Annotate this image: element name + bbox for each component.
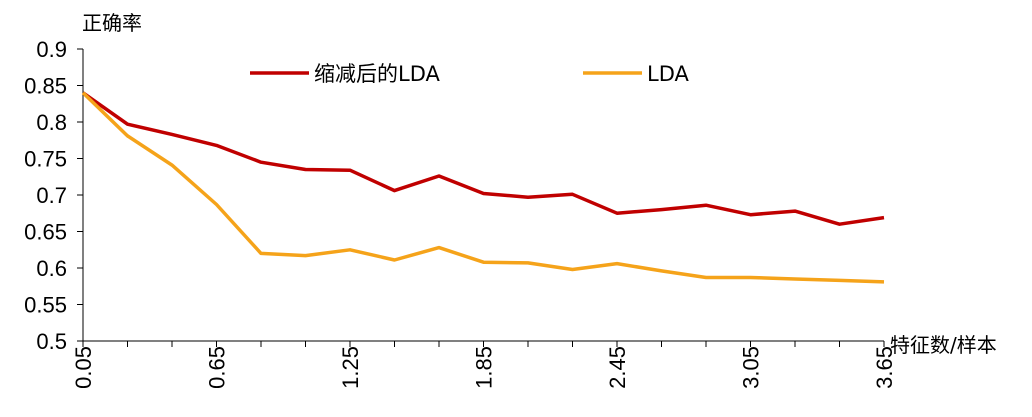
series-line-1: [81, 91, 885, 226]
x-axis-ticks: 0.05 0.65 1.25 1.85 2.45 3.05 3.65: [71, 341, 897, 389]
x-tick-label: 3.05: [739, 346, 764, 389]
legend-label-2: LDA: [647, 62, 690, 86]
y-tick-label: 0.65: [24, 220, 67, 245]
x-tick-label: 0.05: [71, 346, 96, 389]
x-tick-label: 1.25: [338, 346, 363, 389]
x-tick-label: 2.45: [605, 346, 630, 389]
legend: 缩减后的LDA LDA: [250, 62, 690, 86]
series-line-2: [81, 91, 885, 284]
y-tick-label: 0.6: [36, 256, 67, 281]
y-tick-label: 0.55: [24, 293, 67, 318]
y-tick-label: 0.7: [36, 183, 67, 208]
x-axis-title: 特征数/样本: [890, 333, 997, 357]
y-tick-label: 0.85: [24, 74, 67, 99]
legend-label-1: 缩减后的LDA: [314, 62, 441, 86]
y-tick-label: 0.75: [24, 147, 67, 172]
y-tick-label: 0.9: [36, 37, 67, 62]
y-tick-label: 0.8: [36, 110, 67, 135]
x-tick-label: 3.65: [872, 346, 897, 389]
series-lines: [81, 91, 885, 284]
y-axis-title: 正确率: [82, 11, 142, 35]
x-tick-label: 1.85: [472, 346, 497, 389]
y-axis-ticks: 0.5 0.55 0.6 0.65 0.7 0.75 0.8 0.85 0.9: [24, 37, 83, 354]
y-tick-label: 0.5: [36, 329, 67, 354]
x-tick-label: 0.65: [205, 346, 230, 389]
